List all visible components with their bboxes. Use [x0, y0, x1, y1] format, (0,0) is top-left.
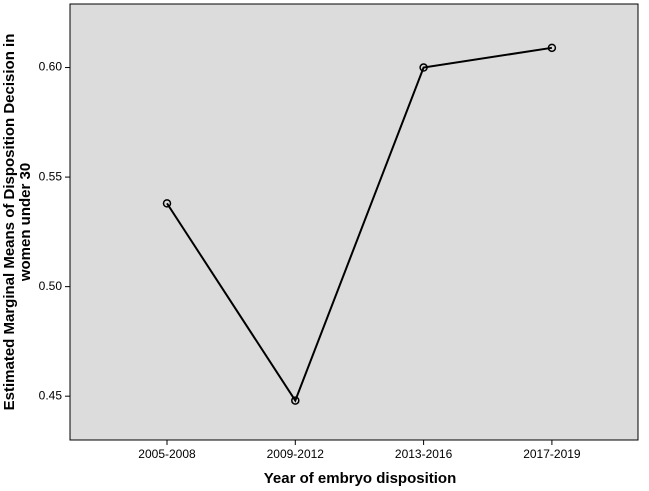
- x-tick-label: 2013-2016: [395, 447, 453, 461]
- plot-area: [69, 3, 639, 441]
- y-tick-label: 0.50: [39, 279, 63, 293]
- line: [166, 46, 553, 403]
- y-axis-title-line: women under 30: [17, 163, 34, 282]
- y-axis-title: Estimated Marginal Means of Disposition …: [1, 34, 34, 411]
- x-tick-label: 2009-2012: [267, 447, 325, 461]
- x-tick-label: 2005-2008: [138, 447, 196, 461]
- point: [419, 63, 428, 72]
- point: [547, 43, 557, 53]
- x-axis-title: Year of embryo disposition: [264, 470, 457, 487]
- y-tick-label: 0.55: [39, 169, 63, 183]
- x-tick-label: 2017-2019: [523, 447, 581, 461]
- y-tick-label: 0.45: [39, 388, 63, 402]
- y-axis-title-line: Estimated Marginal Means of Disposition …: [1, 34, 18, 411]
- point: [291, 396, 300, 405]
- y-tick-label: 0.60: [39, 60, 63, 74]
- point: [162, 199, 172, 208]
